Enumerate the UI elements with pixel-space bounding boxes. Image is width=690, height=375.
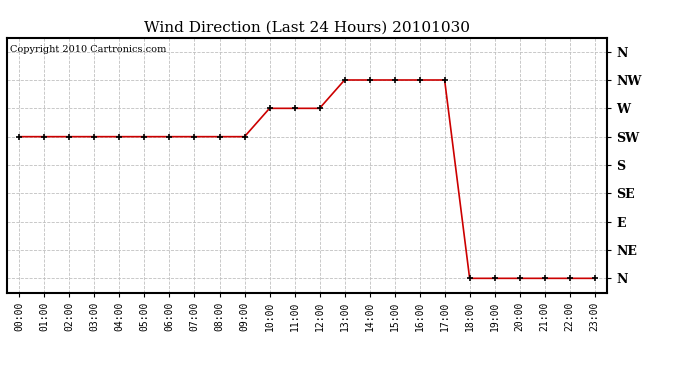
- Title: Wind Direction (Last 24 Hours) 20101030: Wind Direction (Last 24 Hours) 20101030: [144, 21, 470, 35]
- Text: Copyright 2010 Cartronics.com: Copyright 2010 Cartronics.com: [10, 45, 166, 54]
